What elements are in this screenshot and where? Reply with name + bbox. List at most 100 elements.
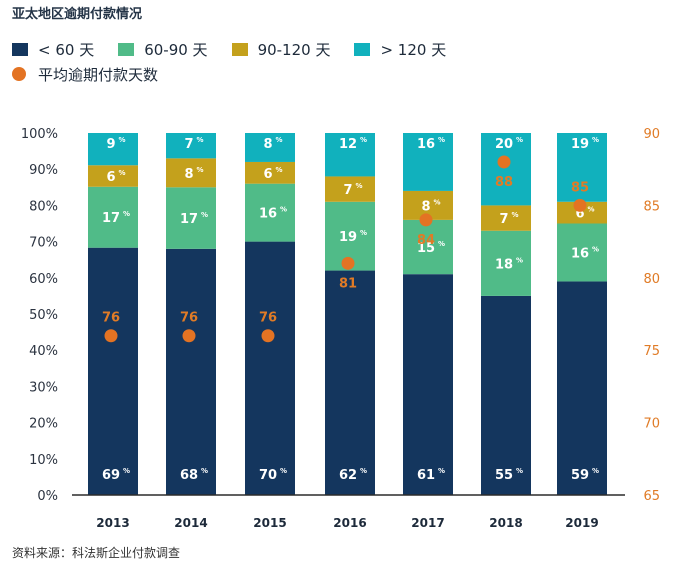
right-tick-label: 70 <box>643 417 660 432</box>
percent-sign: % <box>592 136 599 144</box>
percent-sign: % <box>516 256 523 264</box>
segment-value-label: 70 <box>259 468 277 483</box>
left-tick-label: 30% <box>29 380 58 395</box>
left-axis-ticks: 0% 10% 20% 30% 40% 50% 60% 70% 80% 90% 100% <box>21 127 58 504</box>
bar-segment <box>325 133 375 177</box>
segment-value-label: 8 <box>263 137 272 152</box>
percent-sign: % <box>438 136 445 144</box>
bar-segment <box>88 247 138 495</box>
segment-value-label: 62 <box>339 468 357 483</box>
segment-value-label: 8 <box>184 167 193 182</box>
bar-segment <box>481 295 531 495</box>
percent-sign: % <box>197 136 204 144</box>
bar-segment <box>88 186 138 248</box>
segment-value-label: 15 <box>417 241 435 256</box>
right-tick-label: 65 <box>643 489 660 504</box>
legend-label: 60-90 天 <box>144 40 208 59</box>
segment-value-label: 7 <box>184 137 193 152</box>
bar-segment <box>88 133 138 166</box>
percent-sign: % <box>360 467 367 475</box>
average-days-label: 76 <box>259 311 277 326</box>
legend-dot-icon <box>12 67 26 81</box>
bar-segment <box>88 165 138 187</box>
average-days-dot <box>497 155 511 169</box>
percent-sign: % <box>123 210 130 218</box>
legend-item-average-days: 平均逾期付款天数 <box>12 64 158 85</box>
segment-value-label: 6 <box>575 207 584 222</box>
segment-value-label: 69 <box>102 468 120 483</box>
legend-label: 平均逾期付款天数 <box>38 65 159 84</box>
left-tick-label: 20% <box>29 417 58 432</box>
percent-sign: % <box>201 467 208 475</box>
average-days-dot <box>104 329 118 343</box>
segment-value-label: 7 <box>499 212 508 227</box>
segment-value-label: 16 <box>571 246 589 261</box>
percent-sign: % <box>516 136 523 144</box>
left-tick-label: 10% <box>29 453 58 468</box>
percent-sign: % <box>280 206 287 214</box>
bar-segment <box>166 158 216 188</box>
segment-value-label: 16 <box>417 137 435 152</box>
legend-row-bars: < 60 天 60-90 天 90-120 天 > 120 天 <box>12 38 470 60</box>
bar-segment <box>325 270 375 495</box>
left-tick-label: 90% <box>29 163 58 178</box>
legend-item-over-120: > 120 天 <box>354 39 446 60</box>
percent-sign: % <box>360 229 367 237</box>
segment-value-label: 6 <box>106 170 115 185</box>
segment-value-label: 6 <box>263 167 272 182</box>
bar-segment <box>557 281 607 495</box>
x-tick-label: 2016 <box>333 516 366 530</box>
bar-segment <box>166 133 216 159</box>
left-tick-label: 80% <box>29 199 58 214</box>
segment-value-label: 19 <box>339 230 357 245</box>
bars <box>88 133 607 495</box>
legend-item-under-60: < 60 天 <box>12 39 94 60</box>
average-days-dot <box>341 256 355 270</box>
x-axis-ticks: 2013 2014 2015 2016 2017 2018 2019 <box>96 516 598 530</box>
bar-segment <box>245 161 295 184</box>
percent-sign: % <box>197 166 204 174</box>
legend-item-90-120: 90-120 天 <box>231 39 331 60</box>
average-days-label: 81 <box>339 276 357 291</box>
bar-segment <box>403 133 453 191</box>
right-axis-ticks: 65 70 75 80 85 90 <box>643 127 660 504</box>
bar-segment <box>481 205 531 231</box>
percent-sign: % <box>201 211 208 219</box>
x-tick-label: 2018 <box>489 516 522 530</box>
left-tick-label: 60% <box>29 272 58 287</box>
right-tick-label: 85 <box>643 199 660 214</box>
average-days-label: 85 <box>571 180 589 195</box>
segment-value-label: 59 <box>571 468 589 483</box>
bar-segment <box>245 183 295 242</box>
bar-segment <box>166 187 216 249</box>
legend-swatch <box>354 42 371 56</box>
average-days-dot <box>182 329 196 343</box>
left-tick-label: 70% <box>29 236 58 251</box>
segment-value-label: 12 <box>339 137 357 152</box>
percent-sign: % <box>438 467 445 475</box>
bar-segment <box>245 241 295 495</box>
bar-segment <box>481 133 531 206</box>
bar-segment <box>557 133 607 202</box>
segment-value-label: 17 <box>180 212 198 227</box>
left-tick-label: 40% <box>29 344 58 359</box>
percent-sign: % <box>588 206 595 214</box>
bar-segment <box>403 219 453 275</box>
segment-value-label: 18 <box>495 257 513 272</box>
percent-sign: % <box>516 467 523 475</box>
chart-title: 亚太地区逾期付款情况 <box>12 7 143 22</box>
percent-sign: % <box>123 467 130 475</box>
legend-label: 90-120 天 <box>257 40 331 59</box>
bar-segment <box>325 176 375 202</box>
average-days-label: 76 <box>180 311 198 326</box>
left-tick-label: 100% <box>21 127 58 142</box>
bar-segment <box>245 133 295 162</box>
percent-sign: % <box>438 240 445 248</box>
segment-value-label: 61 <box>417 468 435 483</box>
segment-value-label: 55 <box>495 468 513 483</box>
percent-sign: % <box>512 211 519 219</box>
percent-sign: % <box>119 136 126 144</box>
segment-value-label: 17 <box>102 211 120 226</box>
